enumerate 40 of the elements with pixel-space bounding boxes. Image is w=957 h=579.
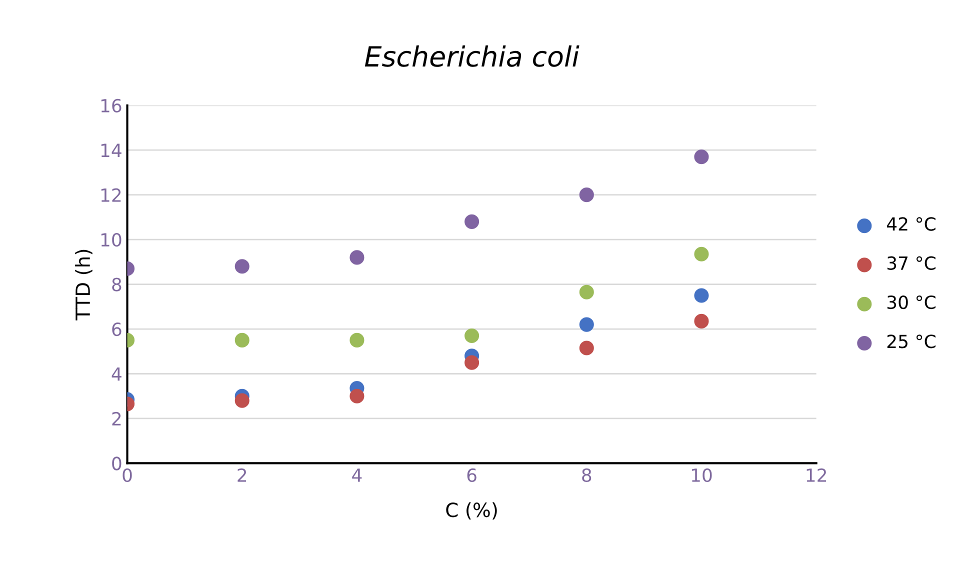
- point: [464, 214, 480, 229]
- y-tick-label: 8: [112, 278, 122, 292]
- legend-label: 42 °C: [886, 217, 936, 231]
- point: [579, 284, 594, 300]
- chart-title: Escherichia coli: [364, 45, 580, 67]
- x-tick-label: 12: [806, 468, 826, 482]
- point: [579, 188, 594, 202]
- y-tick-label: 14: [101, 144, 122, 157]
- point: [464, 328, 480, 344]
- y-tick-label: 12: [101, 188, 121, 202]
- point: [694, 246, 709, 262]
- y-tick-label: 0: [112, 456, 122, 470]
- point: [234, 393, 250, 408]
- y-axis-title: TTD (h): [75, 250, 92, 320]
- x-tick-label: 10: [692, 468, 712, 482]
- y-tick-label: 6: [112, 322, 122, 336]
- point: [234, 259, 250, 274]
- point: [579, 340, 594, 356]
- y-tick-label: 10: [101, 233, 122, 247]
- point: [464, 355, 480, 370]
- legend-label: 25 °C: [887, 334, 936, 348]
- y-tick-label: 16: [101, 98, 122, 112]
- x-tick-label: 8: [582, 468, 592, 482]
- point: [694, 314, 709, 328]
- legend-label: 37 °C: [887, 256, 936, 270]
- point: [234, 332, 250, 348]
- x-tick-label: 0: [122, 468, 132, 482]
- point: [350, 332, 364, 348]
- point: [694, 150, 709, 164]
- x-tick-label: 6: [467, 468, 476, 482]
- y-tick-label: 2: [112, 412, 121, 426]
- y-tick-label: 4: [112, 367, 122, 381]
- point: [350, 250, 364, 265]
- x-axis-title: C (%): [446, 502, 497, 520]
- point: [350, 388, 364, 404]
- x-tick-label: 4: [352, 468, 362, 482]
- x-tick-label: 2: [238, 468, 246, 482]
- point: [694, 288, 709, 303]
- legend-label: 30 °C: [887, 295, 936, 310]
- point: [579, 317, 594, 332]
